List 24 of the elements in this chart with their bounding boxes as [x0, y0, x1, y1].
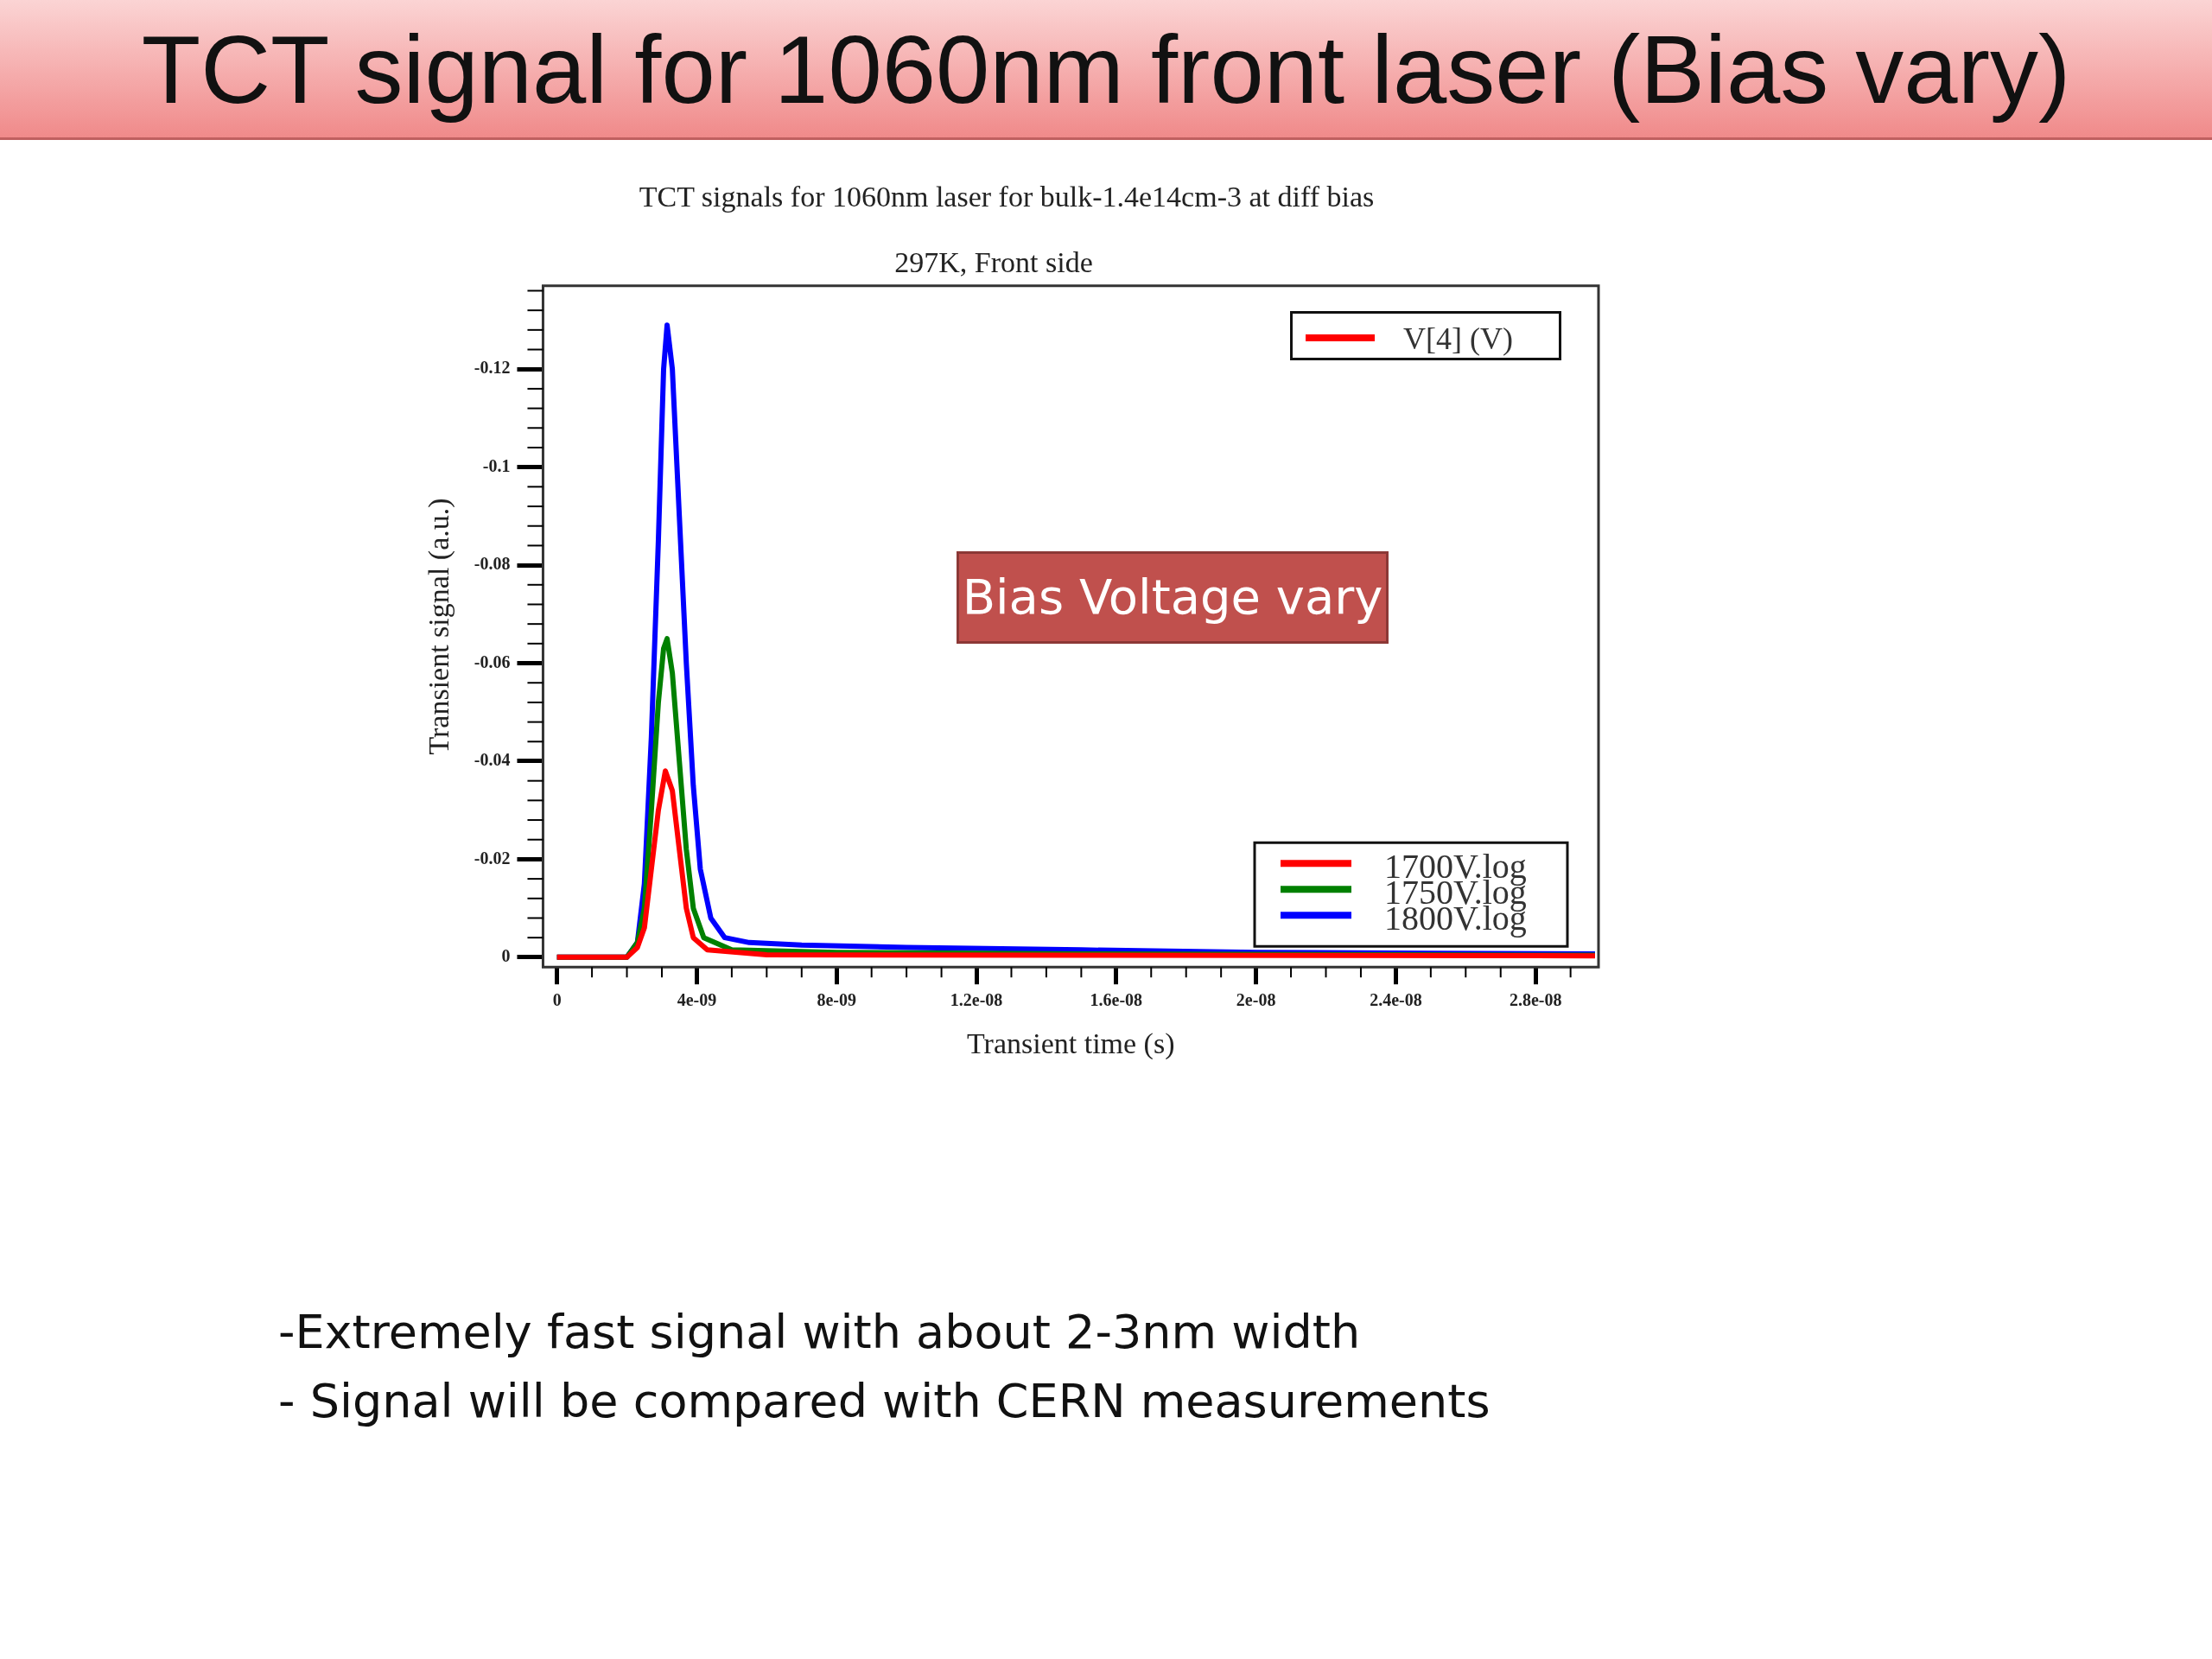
x-tick-label: 1.2e-08 — [950, 990, 1003, 1010]
y-tick-label: -0.04 — [474, 750, 511, 770]
x-tick-label: 2.8e-08 — [1509, 990, 1562, 1010]
y-tick-label: -0.12 — [474, 358, 511, 378]
y-tick-label: -0.06 — [474, 652, 511, 671]
annotation: V[4] (V) — [1403, 321, 1513, 357]
x-tick-label: 4e-09 — [677, 990, 717, 1010]
text: - Signal will be compared with CERN measurements — [278, 1374, 1491, 1428]
x-axis-title: Transient time (s) — [966, 1027, 1175, 1060]
annotation: Bias Voltage vary — [957, 551, 1389, 644]
x-tick-label: 1.6e-08 — [1090, 990, 1143, 1010]
x-tick-label: 8e-09 — [817, 990, 856, 1010]
y-tick-label: 0 — [501, 946, 511, 966]
chart-subtitle: TCT signals for 1060nm laser for bulk-1.4e14cm-3 at diff bias — [639, 181, 1375, 213]
chart-title: TCT signal for 1060nm front laser (Bias vary) — [0, 0, 2212, 140]
y-tick-label: -0.08 — [474, 554, 511, 574]
text: 297K, Front side — [893, 246, 1094, 279]
x-tick-label: 0 — [552, 990, 562, 1010]
y-tick-label: -0.1 — [482, 455, 511, 475]
y-tick-label: -0.02 — [474, 848, 511, 868]
text: -Extremely fast signal with about 2-3nm width — [278, 1305, 1361, 1359]
y-axis-title: Transient signal (a.u.) — [423, 498, 456, 755]
x-tick-label: 2.4e-08 — [1370, 990, 1422, 1010]
x-tick-label: 2e-08 — [1236, 990, 1276, 1010]
